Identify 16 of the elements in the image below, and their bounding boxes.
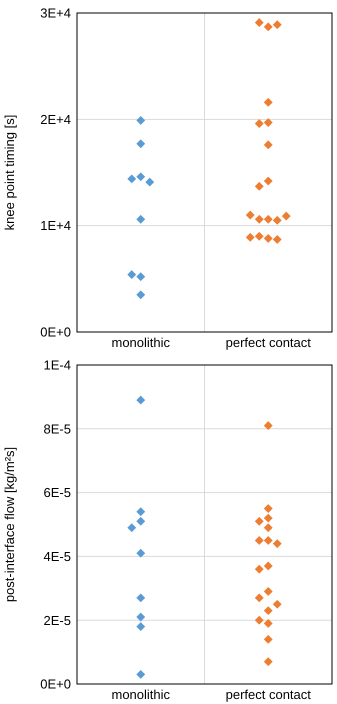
x-tick-label: monolithic	[111, 687, 171, 702]
y-tick-label: 1E+4	[40, 218, 71, 234]
y-tick-label: 3E+4	[40, 6, 71, 21]
y-tick-label: 8E-5	[44, 421, 71, 436]
y-axis-title: knee point timing [s]	[2, 114, 17, 230]
y-tick-label: 1E-4	[44, 358, 71, 373]
y-tick-label: 6E-5	[44, 485, 71, 500]
x-tick-label: perfect contact	[226, 687, 312, 702]
y-tick-label: 0E+0	[40, 324, 71, 340]
y-tick-label: 0E+0	[40, 676, 71, 692]
y-tick-label: 2E-5	[44, 612, 71, 628]
x-tick-label: monolithic	[111, 335, 171, 350]
y-axis-title: post-interface flow [kg/m²s]	[2, 446, 17, 602]
y-tick-label: 2E+4	[40, 112, 71, 127]
x-tick-label: perfect contact	[226, 335, 312, 350]
y-tick-label: 4E-5	[44, 548, 71, 564]
